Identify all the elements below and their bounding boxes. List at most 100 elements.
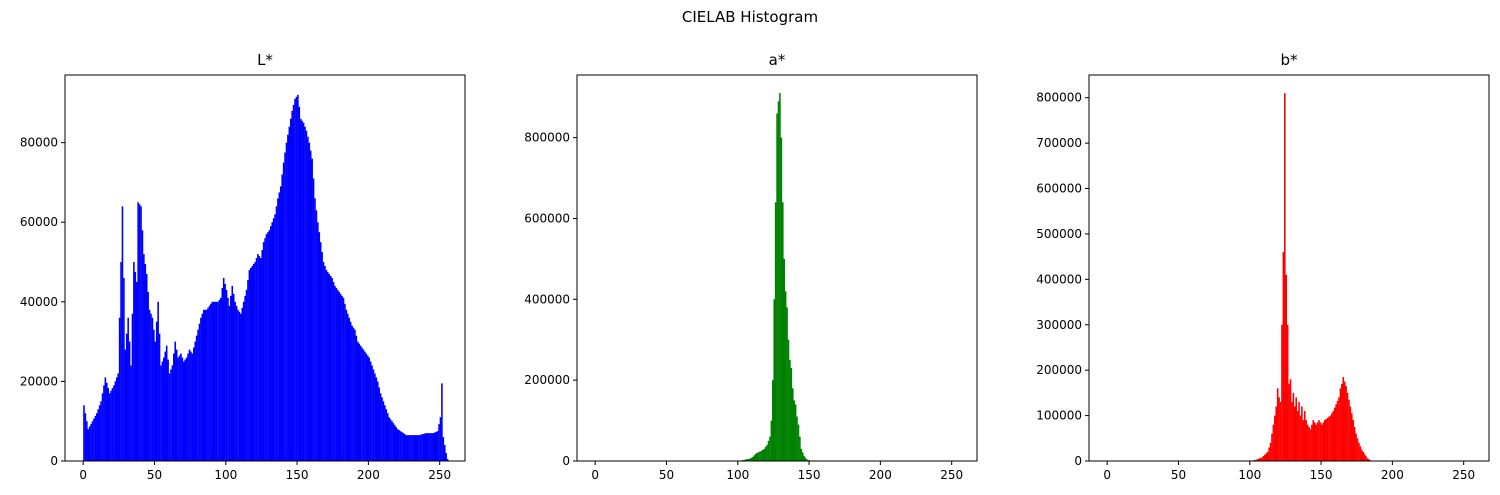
histogram-bar <box>207 307 209 461</box>
histogram-bar <box>183 361 185 461</box>
histogram-bar <box>191 353 194 461</box>
y-tick-label: 200000 <box>524 373 570 387</box>
histogram-bar <box>1274 415 1276 461</box>
y-tick-label: 20000 <box>20 374 58 388</box>
histogram-bar <box>231 285 234 461</box>
panel-title-l: L* <box>257 51 273 69</box>
histogram-bar <box>124 349 127 461</box>
x-tick-label: 0 <box>1103 468 1111 482</box>
histogram-bar <box>804 457 807 461</box>
histogram-bar <box>1332 411 1335 461</box>
histogram-bar <box>228 305 231 461</box>
histogram-bar <box>329 275 332 461</box>
histogram-bar <box>366 355 369 461</box>
histogram-bar <box>218 299 221 461</box>
histogram-bar <box>1271 433 1273 461</box>
histogram-bar <box>402 433 405 461</box>
histogram-bar <box>790 368 793 461</box>
histogram-bar <box>443 445 446 461</box>
histogram-bar <box>753 455 756 461</box>
histogram-bar <box>1339 388 1342 461</box>
y-tick-label: 700000 <box>1036 136 1082 150</box>
histogram-bar <box>325 269 328 461</box>
histogram-bar <box>411 435 413 461</box>
histogram-bar <box>180 353 182 461</box>
bars-l <box>83 94 449 462</box>
histogram-bar <box>272 218 275 461</box>
histogram-bar <box>426 433 429 461</box>
histogram-bar <box>201 313 204 461</box>
histogram-bar <box>409 435 412 461</box>
histogram-bar <box>274 214 276 461</box>
histogram-bar <box>1289 379 1292 461</box>
histogram-bar <box>1326 417 1329 461</box>
histogram-bar <box>394 425 396 461</box>
histogram-bar <box>264 238 266 461</box>
histogram-bar <box>84 413 87 461</box>
histogram-bar <box>1315 424 1317 461</box>
histogram-bar <box>1321 424 1323 461</box>
histogram-bar <box>197 329 199 461</box>
histogram-bar <box>127 317 129 461</box>
histogram-bar <box>374 373 376 461</box>
x-tick-label: 150 <box>798 468 821 482</box>
histogram-bar <box>131 313 134 461</box>
histogram-bar <box>244 295 246 461</box>
histogram-bar <box>141 230 144 461</box>
histogram-bar <box>164 351 167 461</box>
histogram-bar <box>414 435 416 461</box>
histogram-bar <box>783 258 785 461</box>
histogram-bar <box>269 226 272 461</box>
histogram-bar <box>292 104 295 461</box>
histogram-bar <box>777 101 780 462</box>
histogram-bar <box>1268 447 1270 461</box>
histogram-bar <box>319 242 322 461</box>
histogram-bar <box>138 204 141 461</box>
histogram-bar <box>1351 413 1353 461</box>
histogram-bar <box>1288 383 1290 461</box>
histogram-bar <box>355 335 358 461</box>
histogram-bar <box>317 222 319 461</box>
histogram-bar <box>1359 446 1362 461</box>
histogram-bar <box>1281 324 1283 461</box>
histogram-bar <box>299 118 302 462</box>
histogram-bar <box>419 434 422 461</box>
histogram-bar <box>796 416 798 461</box>
histogram-bar <box>287 134 289 461</box>
x-tick-label: 50 <box>147 468 162 482</box>
histogram-bar <box>347 313 349 461</box>
histogram-bar <box>212 301 215 461</box>
histogram-bar <box>101 393 104 461</box>
histogram-bar <box>215 301 218 461</box>
histogram-bar <box>422 433 425 461</box>
histogram-bar <box>432 433 435 461</box>
histogram-bar <box>1262 456 1265 461</box>
histogram-bar <box>356 341 359 461</box>
histogram-bar <box>103 385 105 461</box>
histogram-bar <box>1361 449 1363 461</box>
histogram-bar <box>1276 388 1279 461</box>
histogram-bar <box>1292 392 1295 461</box>
histogram-bar <box>1323 420 1326 461</box>
histogram-bar <box>415 435 418 461</box>
histogram-bar <box>110 390 112 461</box>
histogram-bar <box>245 289 248 461</box>
histogram-bar <box>262 242 265 461</box>
bars-a <box>739 93 813 462</box>
histogram-bar <box>284 152 286 461</box>
histogram-bar <box>265 234 268 461</box>
histogram-bar <box>1299 415 1302 461</box>
y-tick-label: 600000 <box>524 211 570 225</box>
histogram-bar <box>247 279 249 461</box>
histogram-bar <box>177 357 179 461</box>
histogram-bar <box>807 459 810 461</box>
histogram-bar <box>371 365 373 461</box>
histogram-bar <box>429 433 432 461</box>
histogram-bar <box>1333 407 1336 461</box>
histogram-bar <box>1313 422 1316 461</box>
histogram-bar <box>148 309 151 461</box>
y-tick-label: 800000 <box>1036 91 1082 105</box>
histogram-bar <box>770 420 773 461</box>
histogram-bar <box>388 417 390 461</box>
histogram-bar <box>332 281 335 461</box>
